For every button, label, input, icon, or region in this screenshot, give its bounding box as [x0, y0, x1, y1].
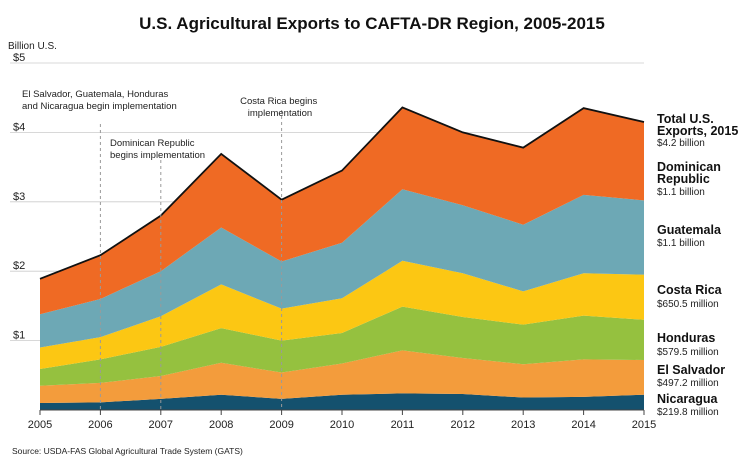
annotation-2007-line-2: begins implementation [110, 150, 205, 161]
x-tick-label-2005: 2005 [28, 419, 52, 431]
source-note: Source: USDA-FAS Global Agricultural Tra… [12, 446, 243, 456]
legend-dominican-name-line-2: Republic [657, 172, 710, 186]
annotation-2009-line-1: Costa Rica begins [240, 96, 317, 107]
x-tick-label-2011: 2011 [391, 419, 415, 431]
legend-dominican-value: $1.1 billion [657, 187, 705, 198]
area-nicaragua [40, 393, 644, 410]
legend-nicaragua-value: $219.8 million [657, 407, 719, 418]
x-tick-label-2012: 2012 [451, 419, 475, 431]
legend-el-salvador-value: $497.2 million [657, 378, 719, 389]
legend-guatemala-name: Guatemala [657, 223, 722, 237]
legend-honduras-name: Honduras [657, 331, 715, 345]
legend-el-salvador-name: El Salvador [657, 363, 725, 377]
legend-nicaragua-name: Nicaragua [657, 392, 718, 406]
y-tick-label-5: $5 [13, 52, 25, 64]
annotation-2009: Costa Rica begins implementation [240, 96, 320, 119]
y-tick-label-1: $1 [13, 330, 25, 342]
annotation-2006-line-1: El Salvador, Guatemala, Honduras [22, 89, 169, 100]
x-tick-label-2014: 2014 [571, 419, 595, 431]
annotation-2009-line-2: implementation [248, 108, 312, 119]
area-costa-rica [40, 260, 644, 370]
y-tick-label-4: $4 [13, 121, 25, 133]
annotation-2007-line-1: Dominican Republic [110, 138, 195, 149]
x-tick-label-2013: 2013 [511, 419, 535, 431]
x-tick-label-2015: 2015 [632, 419, 656, 431]
legend-total-value: $4.2 billion [657, 138, 705, 149]
legend-total-name: Total U.S. Exports, 2015 [657, 112, 738, 138]
legend-total-name-line-1: Total U.S. [657, 112, 714, 126]
legend-total-name-line-2: Exports, 2015 [657, 124, 738, 138]
legend-costa-rica-name: Costa Rica [657, 283, 723, 297]
annotation-2007: Dominican Republic begins implementation [110, 138, 205, 161]
annotation-2006-line-2: and Nicaragua begin implementation [22, 101, 177, 112]
legend-dominican-name-line-1: Dominican [657, 160, 721, 174]
y-axis-label: Billion U.S. [8, 41, 57, 52]
area-dominican-republic [40, 107, 644, 315]
annotation-2006: El Salvador, Guatemala, Honduras and Nic… [22, 89, 177, 112]
area-guatemala [40, 189, 644, 348]
legend-honduras-value: $579.5 million [657, 347, 719, 358]
area-el-salvador [40, 350, 644, 404]
area-honduras [40, 306, 644, 386]
x-tick-label-2006: 2006 [88, 419, 112, 431]
legend-dominican-name: Dominican Republic [657, 160, 724, 186]
x-tick-label-2009: 2009 [269, 419, 293, 431]
y-tick-label-3: $3 [13, 191, 25, 203]
x-tick-label-2010: 2010 [330, 419, 354, 431]
legend-costa-rica-value: $650.5 million [657, 299, 719, 310]
x-tick-label-2008: 2008 [209, 419, 233, 431]
y-tick-label-2: $2 [13, 260, 25, 272]
chart-title: U.S. Agricultural Exports to CAFTA-DR Re… [139, 14, 605, 33]
x-tick-label-2007: 2007 [149, 419, 173, 431]
total-exports-line [39, 106, 645, 280]
legend-guatemala-value: $1.1 billion [657, 238, 705, 249]
